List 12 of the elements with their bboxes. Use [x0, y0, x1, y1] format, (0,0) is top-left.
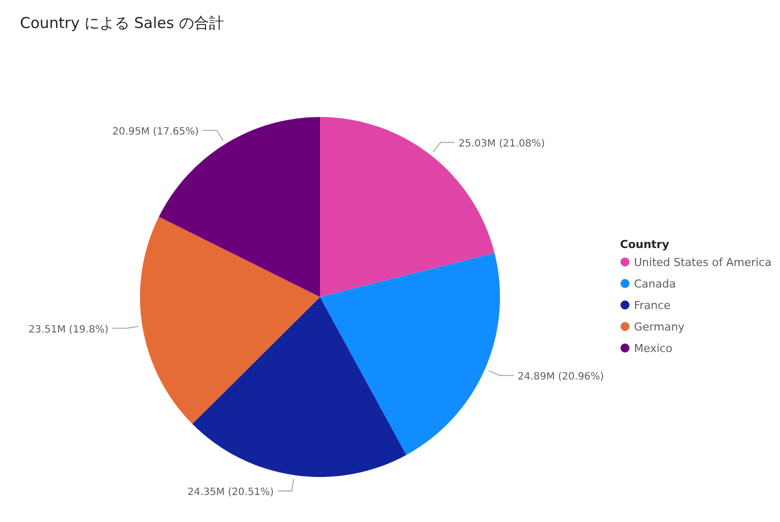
data-label: 23.51M (19.8%)	[28, 324, 109, 336]
data-label: 25.03M (21.08%)	[458, 138, 545, 150]
chart-title: Country による Sales の合計	[20, 14, 224, 32]
legend-label: Germany	[634, 320, 686, 334]
legend-label: Canada	[634, 278, 676, 290]
legend-title: Country	[620, 238, 670, 251]
legend-label: United States of America	[634, 256, 772, 269]
data-label: 20.95M (17.65%)	[112, 126, 199, 138]
legend-label: Mexico	[634, 342, 673, 355]
legend-label: France	[634, 299, 671, 312]
data-label: 24.35M (20.51%)	[187, 486, 274, 498]
data-label: 24.89M (20.96%)	[518, 372, 604, 383]
